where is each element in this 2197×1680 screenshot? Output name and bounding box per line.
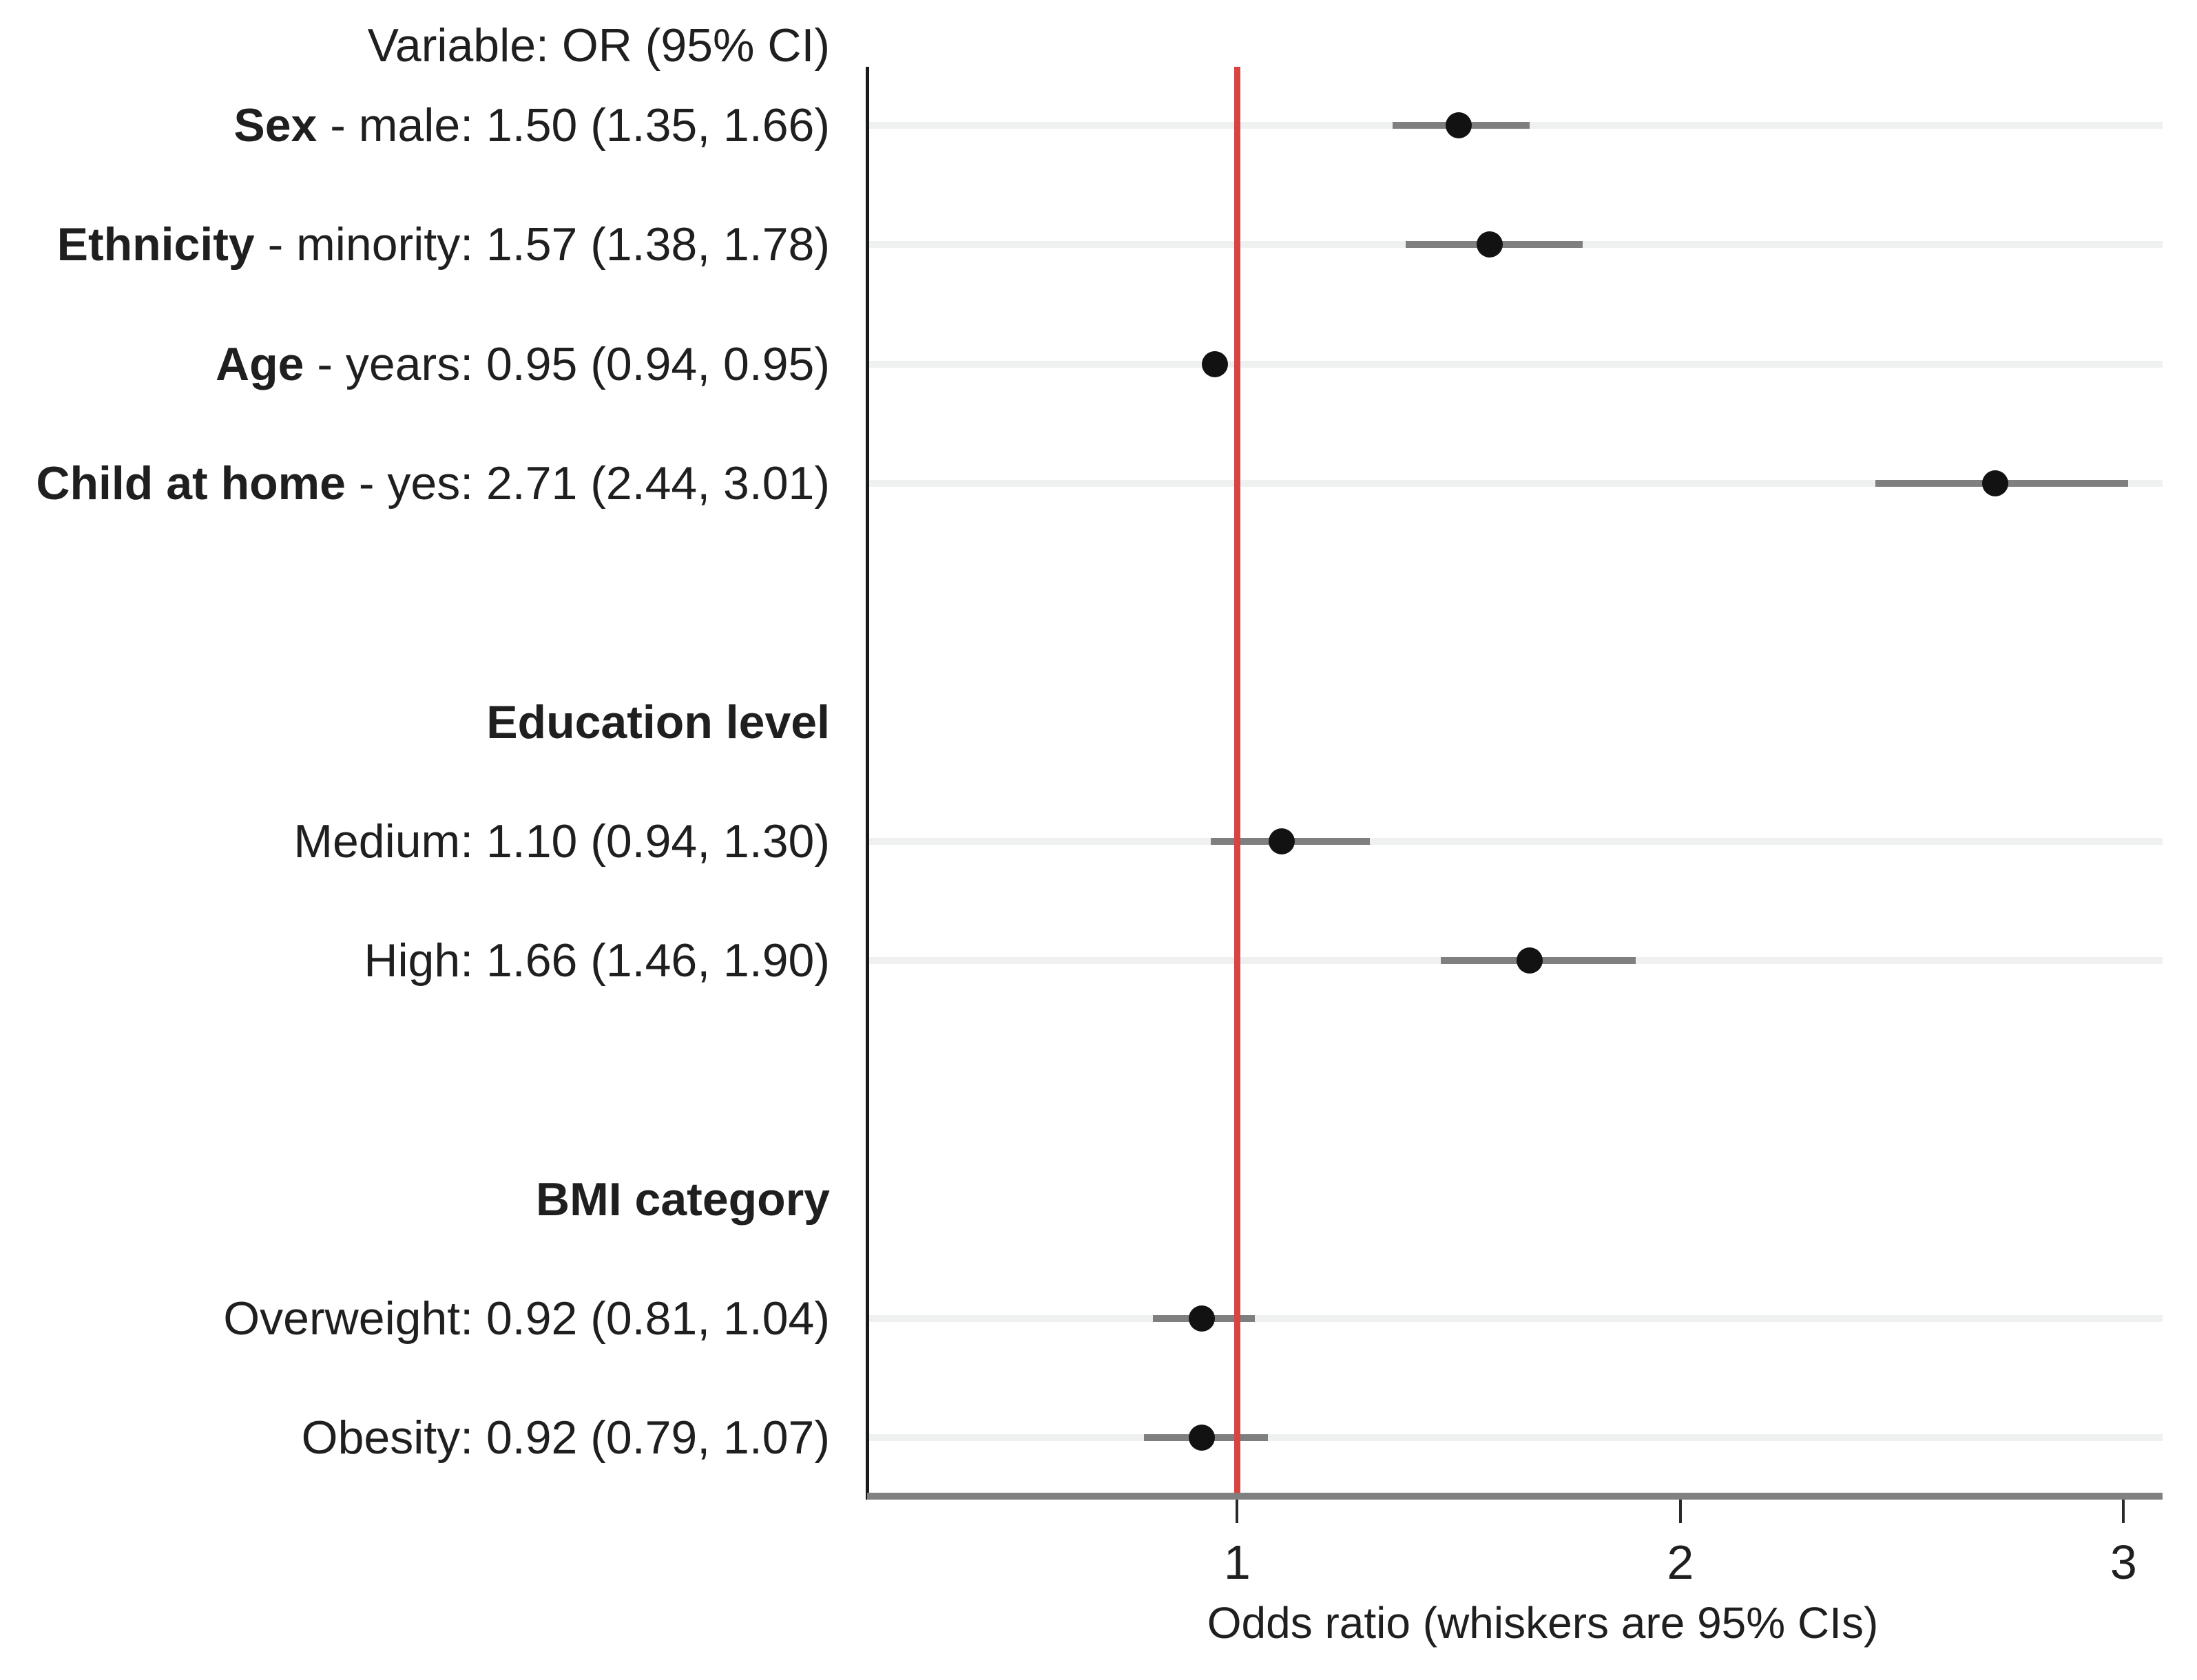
- x-tick: [2122, 1500, 2125, 1523]
- row-label: High: 1.66 (1.46, 1.90): [364, 934, 830, 987]
- or-point: [1188, 1305, 1215, 1332]
- or-point: [1188, 1425, 1215, 1451]
- row-label: Sex - male: 1.50 (1.35, 1.66): [233, 99, 830, 151]
- row-label: Medium: 1.10 (0.94, 1.30): [293, 815, 830, 868]
- x-tick: [1236, 1500, 1239, 1523]
- or-point: [1981, 470, 2008, 496]
- or-point: [1446, 112, 1472, 138]
- x-tick-label: 1: [1223, 1535, 1251, 1589]
- row-label: Age - years: 0.95 (0.94, 0.95): [216, 337, 830, 390]
- or-point: [1477, 231, 1503, 258]
- or-point: [1202, 350, 1229, 377]
- gridline: [868, 360, 2163, 368]
- gridline: [868, 1315, 2163, 1322]
- gridline: [868, 837, 2163, 845]
- section-header-label: BMI category: [536, 1173, 830, 1226]
- or-point: [1517, 947, 1543, 974]
- gridline: [868, 479, 2163, 487]
- section-header-label: Education level: [486, 695, 830, 748]
- or-point: [1268, 828, 1295, 854]
- reference-line: [1233, 67, 1240, 1493]
- row-label: Overweight: 0.92 (0.81, 1.04): [223, 1292, 830, 1345]
- x-tick-label: 3: [2110, 1535, 2137, 1589]
- y-axis-line: [866, 67, 869, 1500]
- x-axis-title: Odds ratio (whiskers are 95% CIs): [1207, 1598, 1879, 1648]
- x-tick: [1678, 1500, 1682, 1523]
- gridline: [868, 1434, 2163, 1442]
- row-label: Obesity: 0.92 (0.79, 1.07): [301, 1411, 830, 1464]
- row-label: Child at home - yes: 2.71 (2.44, 3.01): [36, 456, 830, 510]
- column-header-label: Variable: OR (95% CI): [367, 19, 830, 72]
- row-label: Ethnicity - minority: 1.57 (1.38, 1.78): [56, 218, 830, 271]
- x-tick-label: 2: [1667, 1535, 1694, 1589]
- x-axis-line: [867, 1493, 2163, 1500]
